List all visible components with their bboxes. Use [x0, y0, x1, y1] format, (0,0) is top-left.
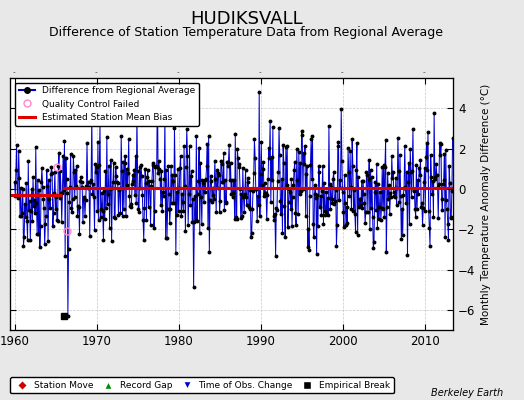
Text: Difference of Station Temperature Data from Regional Average: Difference of Station Temperature Data f…	[49, 26, 443, 39]
Legend: Difference from Regional Average, Quality Control Failed, Estimated Station Mean: Difference from Regional Average, Qualit…	[15, 82, 199, 126]
Text: Berkeley Earth: Berkeley Earth	[431, 388, 503, 398]
Legend: Station Move, Record Gap, Time of Obs. Change, Empirical Break: Station Move, Record Gap, Time of Obs. C…	[10, 377, 394, 394]
Text: HUDIKSVALL: HUDIKSVALL	[190, 10, 302, 28]
Y-axis label: Monthly Temperature Anomaly Difference (°C): Monthly Temperature Anomaly Difference (…	[481, 83, 491, 325]
